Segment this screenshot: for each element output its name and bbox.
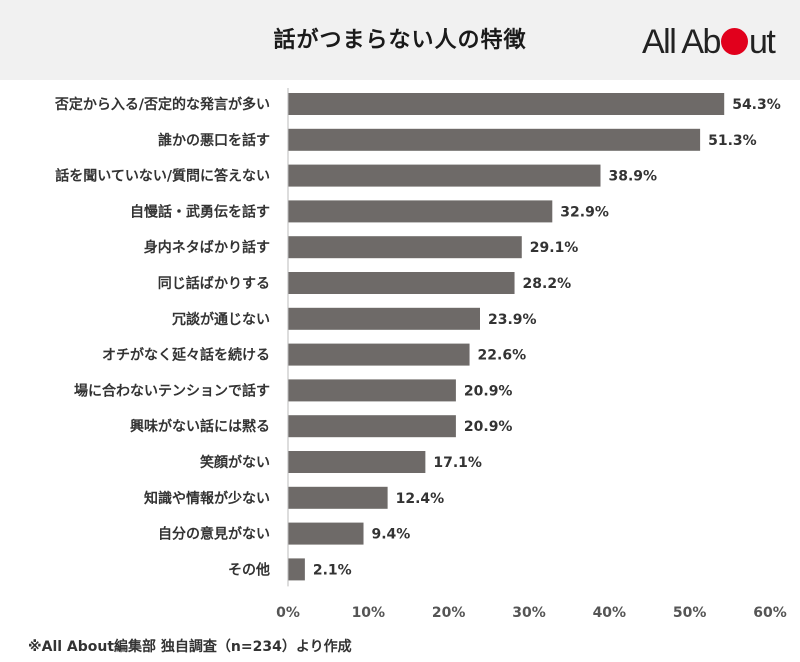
value-label: 29.1%	[530, 240, 579, 256]
bar	[288, 451, 426, 473]
chart-title: 話がつまらない人の特徴	[273, 28, 527, 53]
value-label: 23.9%	[488, 312, 537, 328]
value-label: 54.3%	[732, 97, 781, 113]
bar	[288, 522, 364, 545]
category-label: 笑顔がない	[200, 454, 270, 471]
x-tick-label: 40%	[593, 605, 627, 621]
x-tick-label: 10%	[352, 605, 386, 621]
footnote: ※All About編集部 独自調査（n=234）より作成	[28, 639, 352, 655]
value-label: 12.4%	[396, 491, 445, 507]
value-label: 17.1%	[433, 455, 482, 471]
x-tick-label: 20%	[432, 605, 466, 621]
bar	[288, 343, 470, 366]
bar	[288, 307, 480, 330]
category-label: 身内ネタばかり話す	[144, 239, 270, 256]
bar	[288, 272, 515, 294]
category-label: オチがなく延々話を続ける	[102, 347, 270, 364]
logo-text-left: All Ab	[642, 23, 721, 61]
category-label: 話を聞いていない/質問に答えない	[55, 168, 270, 185]
bar	[288, 415, 456, 438]
value-label: 51.3%	[708, 133, 757, 149]
value-label: 28.2%	[523, 276, 572, 292]
bar	[288, 128, 701, 151]
category-label: 興味がない話には黙る	[130, 418, 270, 435]
category-label: 自分の意見がない	[158, 526, 270, 543]
value-label: 20.9%	[464, 383, 513, 399]
category-label: 同じ話ばかりする	[158, 275, 270, 292]
x-tick-label: 60%	[753, 605, 787, 621]
all-about-logo: All Ab ut	[642, 22, 776, 62]
value-label: 22.6%	[478, 348, 527, 364]
value-label: 32.9%	[560, 204, 609, 220]
logo-text-right: ut	[748, 23, 776, 61]
bar	[288, 200, 553, 223]
x-tick-label: 30%	[512, 605, 546, 621]
bar	[288, 486, 388, 509]
value-label: 2.1%	[313, 562, 352, 578]
x-tick-label: 50%	[673, 605, 707, 621]
category-label: 冗談が通じない	[172, 311, 270, 328]
bar	[288, 558, 305, 581]
category-label: 知識や情報が少ない	[144, 490, 270, 507]
category-label: その他	[228, 561, 270, 578]
bar-chart: 否定から入る/否定的な発言が多い 54.3% 誰かの悪口を話す 51.3% 話を聞いてい…	[54, 88, 787, 621]
category-label: 自慢話・武勇伝を話す	[130, 203, 270, 220]
bar	[288, 379, 456, 402]
header-band	[0, 0, 800, 80]
logo-red-dot-icon	[720, 28, 748, 55]
category-label: 否定から入る/否定的な発言が多い	[54, 96, 270, 113]
value-label: 20.9%	[464, 419, 513, 435]
x-tick-label: 0%	[276, 605, 300, 621]
value-label: 38.9%	[608, 169, 657, 185]
bar	[288, 236, 522, 259]
bar	[288, 93, 725, 115]
value-label: 9.4%	[372, 527, 411, 543]
category-label: 場に合わないテンションで話す	[74, 382, 270, 399]
category-label: 誰かの悪口を話す	[158, 132, 270, 149]
bar	[288, 164, 601, 187]
